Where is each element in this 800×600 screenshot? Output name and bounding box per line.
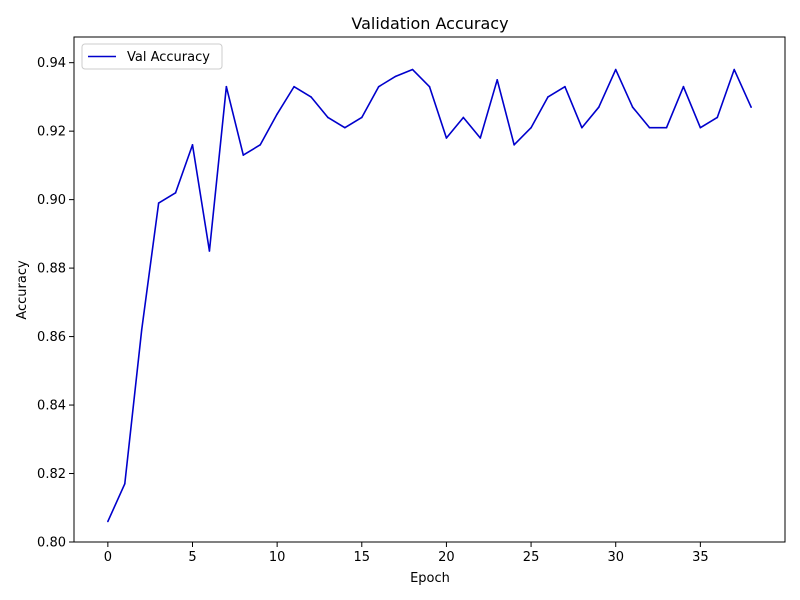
x-tick-label: 35 xyxy=(692,550,709,565)
data-point xyxy=(242,154,245,156)
data-point xyxy=(750,106,752,108)
data-point xyxy=(225,85,228,88)
data-point xyxy=(344,126,346,129)
data-point xyxy=(140,328,143,331)
data-point xyxy=(597,106,600,108)
x-tick-label: 30 xyxy=(607,550,624,565)
data-point xyxy=(259,144,262,146)
y-tick-label: 0.88 xyxy=(37,262,66,277)
data-point xyxy=(107,520,109,523)
data-point xyxy=(377,85,380,88)
data-point xyxy=(293,85,295,88)
chart-title: Validation Accuracy xyxy=(351,14,508,33)
x-tick-label: 15 xyxy=(354,550,371,565)
data-point xyxy=(462,116,465,119)
data-point xyxy=(123,482,126,485)
y-tick-label: 0.86 xyxy=(37,330,66,345)
data-point xyxy=(682,85,685,88)
y-tick-label: 0.80 xyxy=(37,536,66,551)
x-tick-label: 20 xyxy=(438,550,455,565)
data-point xyxy=(445,137,448,139)
data-point xyxy=(733,68,736,71)
data-point xyxy=(191,144,194,146)
data-point xyxy=(360,116,363,119)
x-axis: 0 5 10 15 20 25 30 35 xyxy=(104,542,709,565)
data-point xyxy=(530,126,532,129)
legend: Val Accuracy xyxy=(81,43,223,70)
x-tick-label: 10 xyxy=(269,550,286,565)
data-point xyxy=(614,68,617,71)
data-point xyxy=(547,96,549,98)
data-point xyxy=(394,75,397,78)
plot-area xyxy=(73,36,786,543)
plot-frame xyxy=(73,36,786,543)
x-tick-label: 5 xyxy=(188,550,196,565)
data-point xyxy=(631,106,634,108)
series-layer xyxy=(107,68,752,523)
data-point xyxy=(665,126,668,129)
y-tick-label: 0.94 xyxy=(37,56,66,71)
y-tick-label: 0.84 xyxy=(37,399,66,414)
data-point xyxy=(327,116,329,119)
data-point xyxy=(208,250,211,252)
data-point xyxy=(174,191,177,194)
data-point xyxy=(479,137,482,139)
x-axis-label: Epoch xyxy=(410,571,450,586)
y-axis-label: Accuracy xyxy=(15,260,30,320)
data-point xyxy=(428,85,431,88)
y-tick-label: 0.82 xyxy=(37,467,66,482)
data-point xyxy=(513,144,515,146)
data-point xyxy=(276,113,278,115)
data-point xyxy=(564,85,566,88)
legend-label: Val Accuracy xyxy=(127,50,210,65)
x-tick-label: 0 xyxy=(104,550,112,565)
data-point xyxy=(157,202,160,204)
y-tick-label: 0.90 xyxy=(37,193,66,208)
data-point xyxy=(716,116,719,119)
y-tick-label: 0.92 xyxy=(37,125,66,140)
data-point xyxy=(648,126,651,129)
x-tick-label: 25 xyxy=(523,550,540,565)
data-point xyxy=(411,68,414,71)
data-point xyxy=(496,78,499,81)
data-point xyxy=(699,126,702,129)
series-points xyxy=(107,68,752,523)
data-point xyxy=(581,126,583,129)
legend-box xyxy=(81,43,223,70)
data-point xyxy=(310,96,312,98)
y-axis: 0.80 0.82 0.84 0.86 0.88 0.90 0.92 0.94 xyxy=(37,56,74,551)
